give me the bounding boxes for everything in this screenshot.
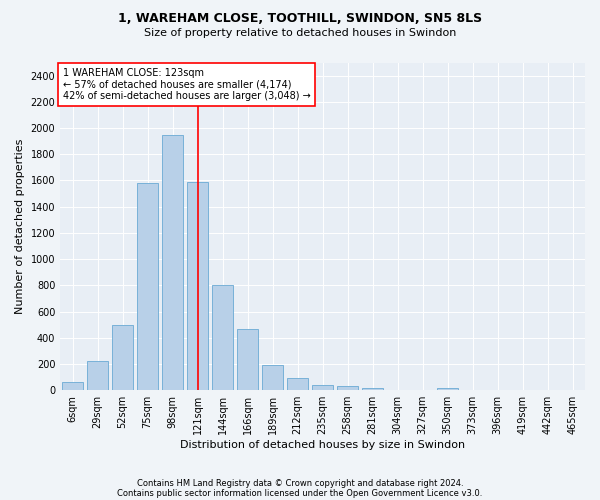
Bar [162, 134, 183, 390]
Text: Size of property relative to detached houses in Swindon: Size of property relative to detached ho… [144, 28, 456, 38]
Bar [187, 182, 208, 390]
X-axis label: Distribution of detached houses by size in Swindon: Distribution of detached houses by size … [180, 440, 465, 450]
Bar [262, 364, 283, 390]
Bar [237, 328, 258, 390]
Bar [287, 378, 308, 390]
Bar [337, 386, 358, 390]
Bar [112, 324, 133, 390]
Bar [87, 360, 108, 390]
Bar [437, 388, 458, 390]
Text: Contains public sector information licensed under the Open Government Licence v3: Contains public sector information licen… [118, 488, 482, 498]
Text: 1, WAREHAM CLOSE, TOOTHILL, SWINDON, SN5 8LS: 1, WAREHAM CLOSE, TOOTHILL, SWINDON, SN5… [118, 12, 482, 26]
Bar [362, 388, 383, 390]
Bar [312, 385, 333, 390]
Text: 1 WAREHAM CLOSE: 123sqm
← 57% of detached houses are smaller (4,174)
42% of semi: 1 WAREHAM CLOSE: 123sqm ← 57% of detache… [62, 68, 310, 101]
Text: Contains HM Land Registry data © Crown copyright and database right 2024.: Contains HM Land Registry data © Crown c… [137, 478, 463, 488]
Y-axis label: Number of detached properties: Number of detached properties [15, 138, 25, 314]
Bar [137, 183, 158, 390]
Bar [212, 286, 233, 390]
Bar [62, 382, 83, 390]
